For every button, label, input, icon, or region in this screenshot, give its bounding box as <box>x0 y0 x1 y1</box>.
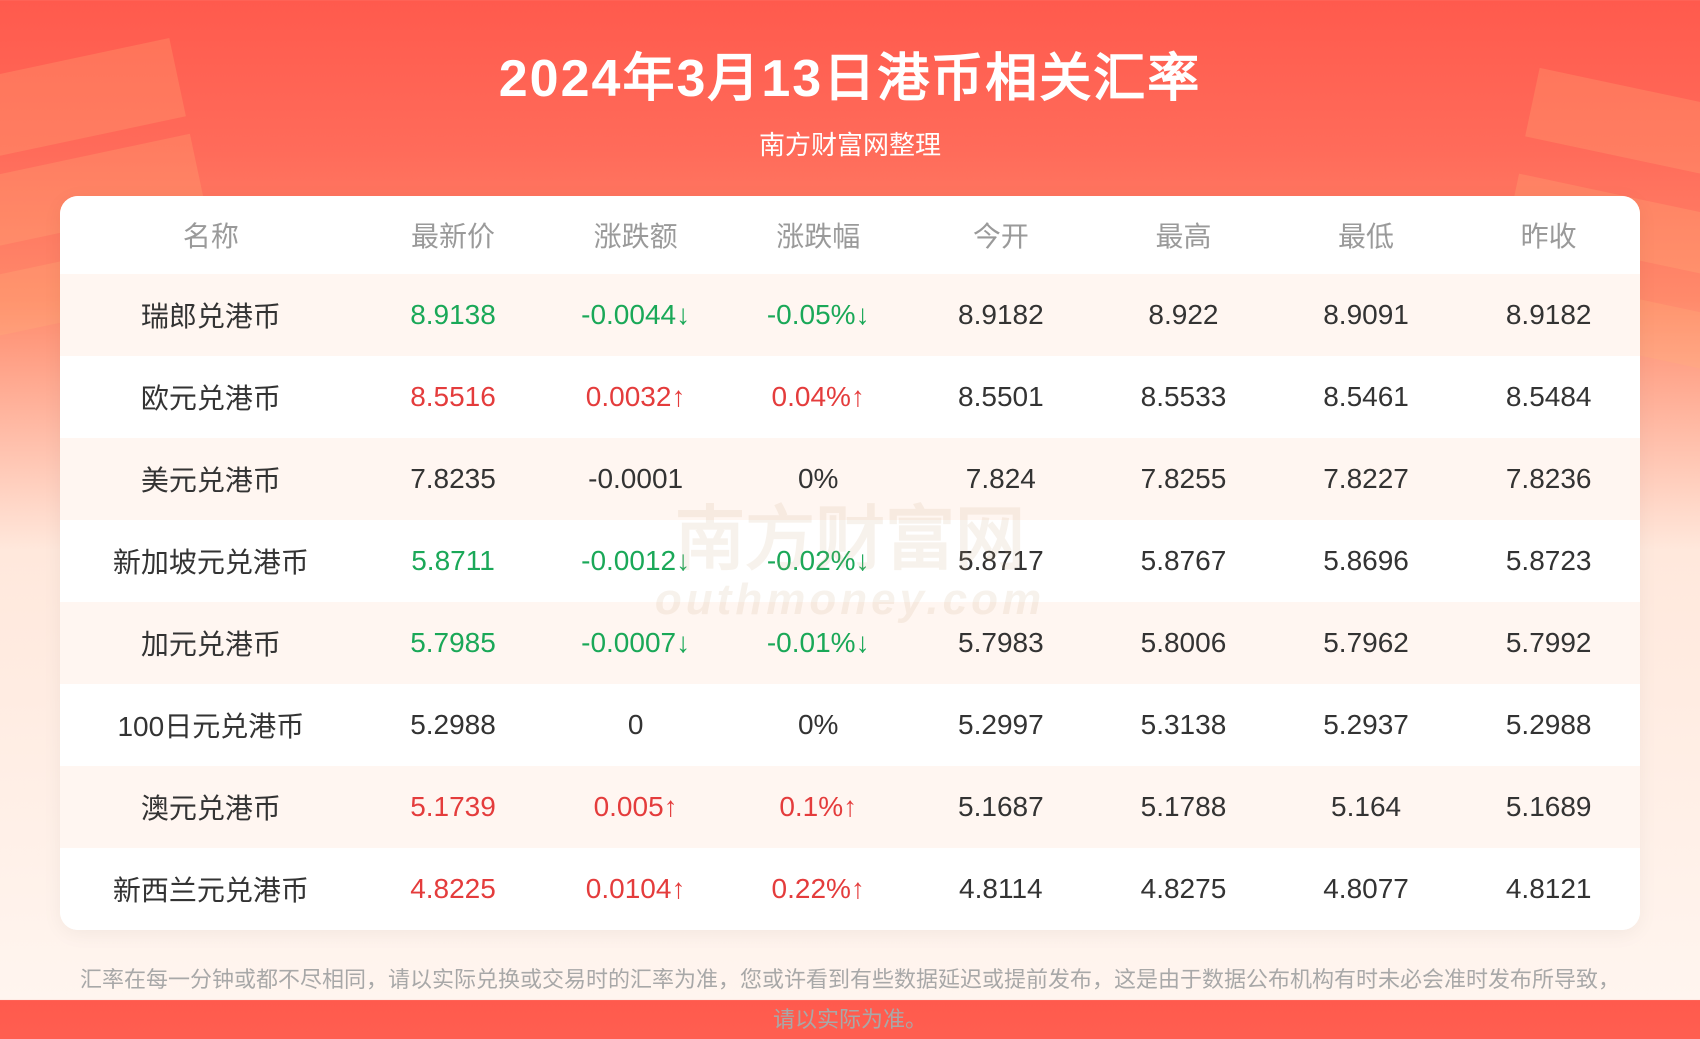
col-open: 今开 <box>910 196 1093 274</box>
cell-prev: 8.9182 <box>1457 274 1640 356</box>
cell-prev: 8.5484 <box>1457 356 1640 438</box>
cell-pct: 0.04%↑ <box>727 356 910 438</box>
cell-low: 5.2937 <box>1275 684 1458 766</box>
table-row: 100日元兑港币5.298800%5.29975.31385.29375.298… <box>60 684 1640 766</box>
cell-change: 0.0032↑ <box>544 356 727 438</box>
cell-name: 美元兑港币 <box>60 438 362 520</box>
table-row: 加元兑港币5.7985-0.0007↓-0.01%↓5.79835.80065.… <box>60 602 1640 684</box>
cell-prev: 5.1689 <box>1457 766 1640 848</box>
table-row: 瑞郎兑港币8.9138-0.0044↓-0.05%↓8.91828.9228.9… <box>60 274 1640 356</box>
cell-open: 8.9182 <box>910 274 1093 356</box>
cell-latest: 8.5516 <box>362 356 545 438</box>
table-row: 新西兰元兑港币4.82250.0104↑0.22%↑4.81144.82754.… <box>60 848 1640 930</box>
cell-high: 7.8255 <box>1092 438 1275 520</box>
page-subtitle: 南方财富网整理 <box>0 125 1700 162</box>
col-pct: 涨跌幅 <box>727 196 910 274</box>
cell-low: 7.8227 <box>1275 438 1458 520</box>
cell-pct: 0% <box>727 438 910 520</box>
cell-latest: 5.1739 <box>362 766 545 848</box>
cell-open: 5.2997 <box>910 684 1093 766</box>
table-row: 新加坡元兑港币5.8711-0.0012↓-0.02%↓5.87175.8767… <box>60 520 1640 602</box>
col-change: 涨跌额 <box>544 196 727 274</box>
table-row: 欧元兑港币8.55160.0032↑0.04%↑8.55018.55338.54… <box>60 356 1640 438</box>
cell-low: 5.7962 <box>1275 602 1458 684</box>
cell-name: 新西兰元兑港币 <box>60 848 362 930</box>
cell-pct: 0.22%↑ <box>727 848 910 930</box>
col-latest: 最新价 <box>362 196 545 274</box>
cell-low: 5.164 <box>1275 766 1458 848</box>
col-prev: 昨收 <box>1457 196 1640 274</box>
cell-high: 8.5533 <box>1092 356 1275 438</box>
cell-low: 4.8077 <box>1275 848 1458 930</box>
table-row: 澳元兑港币5.17390.005↑0.1%↑5.16875.17885.1645… <box>60 766 1640 848</box>
cell-change: 0.0104↑ <box>544 848 727 930</box>
cell-latest: 5.8711 <box>362 520 545 602</box>
cell-high: 5.8006 <box>1092 602 1275 684</box>
cell-name: 新加坡元兑港币 <box>60 520 362 602</box>
cell-change: -0.0012↓ <box>544 520 727 602</box>
cell-change: 0 <box>544 684 727 766</box>
cell-pct: 0% <box>727 684 910 766</box>
cell-open: 5.8717 <box>910 520 1093 602</box>
col-high: 最高 <box>1092 196 1275 274</box>
cell-high: 8.922 <box>1092 274 1275 356</box>
cell-name: 瑞郎兑港币 <box>60 274 362 356</box>
cell-name: 加元兑港币 <box>60 602 362 684</box>
cell-change: -0.0001 <box>544 438 727 520</box>
cell-low: 8.9091 <box>1275 274 1458 356</box>
cell-latest: 5.2988 <box>362 684 545 766</box>
cell-open: 5.7983 <box>910 602 1093 684</box>
cell-prev: 5.7992 <box>1457 602 1640 684</box>
cell-change: -0.0007↓ <box>544 602 727 684</box>
col-low: 最低 <box>1275 196 1458 274</box>
cell-prev: 5.8723 <box>1457 520 1640 602</box>
cell-pct: -0.01%↓ <box>727 602 910 684</box>
footer-line1: 汇率在每一分钟或都不尽相同，请以实际兑换或交易时的汇率为准，您或许看到有些数据延… <box>80 960 1620 1000</box>
cell-open: 5.1687 <box>910 766 1093 848</box>
cell-change: -0.0044↓ <box>544 274 727 356</box>
cell-prev: 7.8236 <box>1457 438 1640 520</box>
footer-line2: 请以实际为准。 <box>80 1000 1620 1039</box>
cell-prev: 5.2988 <box>1457 684 1640 766</box>
cell-latest: 7.8235 <box>362 438 545 520</box>
cell-open: 7.824 <box>910 438 1093 520</box>
col-name: 名称 <box>60 196 362 274</box>
table-header-row: 名称 最新价 涨跌额 涨跌幅 今开 最高 最低 昨收 <box>60 196 1640 274</box>
rates-table: 名称 最新价 涨跌额 涨跌幅 今开 最高 最低 昨收 瑞郎兑港币8.9138-0… <box>60 196 1640 930</box>
table-row: 美元兑港币7.8235-0.00010%7.8247.82557.82277.8… <box>60 438 1640 520</box>
cell-pct: -0.05%↓ <box>727 274 910 356</box>
cell-pct: 0.1%↑ <box>727 766 910 848</box>
cell-latest: 8.9138 <box>362 274 545 356</box>
cell-pct: -0.02%↓ <box>727 520 910 602</box>
cell-prev: 4.8121 <box>1457 848 1640 930</box>
cell-high: 5.8767 <box>1092 520 1275 602</box>
cell-name: 100日元兑港币 <box>60 684 362 766</box>
cell-name: 澳元兑港币 <box>60 766 362 848</box>
cell-low: 5.8696 <box>1275 520 1458 602</box>
cell-high: 4.8275 <box>1092 848 1275 930</box>
rates-table-container: 南方财富网 outhmoney.com 名称 最新价 涨跌额 涨跌幅 今开 最高… <box>60 196 1640 930</box>
cell-change: 0.005↑ <box>544 766 727 848</box>
cell-low: 8.5461 <box>1275 356 1458 438</box>
cell-high: 5.1788 <box>1092 766 1275 848</box>
header: 2024年3月13日港币相关汇率 南方财富网整理 <box>0 0 1700 162</box>
cell-latest: 4.8225 <box>362 848 545 930</box>
cell-high: 5.3138 <box>1092 684 1275 766</box>
cell-latest: 5.7985 <box>362 602 545 684</box>
cell-open: 4.8114 <box>910 848 1093 930</box>
cell-open: 8.5501 <box>910 356 1093 438</box>
cell-name: 欧元兑港币 <box>60 356 362 438</box>
page-title: 2024年3月13日港币相关汇率 <box>0 36 1700 111</box>
